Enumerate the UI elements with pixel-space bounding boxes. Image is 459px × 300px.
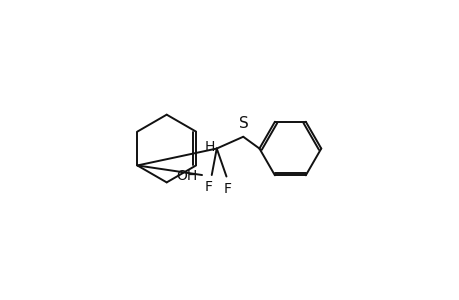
Text: F: F — [204, 180, 213, 194]
Text: OH: OH — [175, 169, 196, 183]
Text: S: S — [239, 116, 248, 131]
Text: H: H — [204, 140, 214, 154]
Text: F: F — [224, 182, 231, 196]
